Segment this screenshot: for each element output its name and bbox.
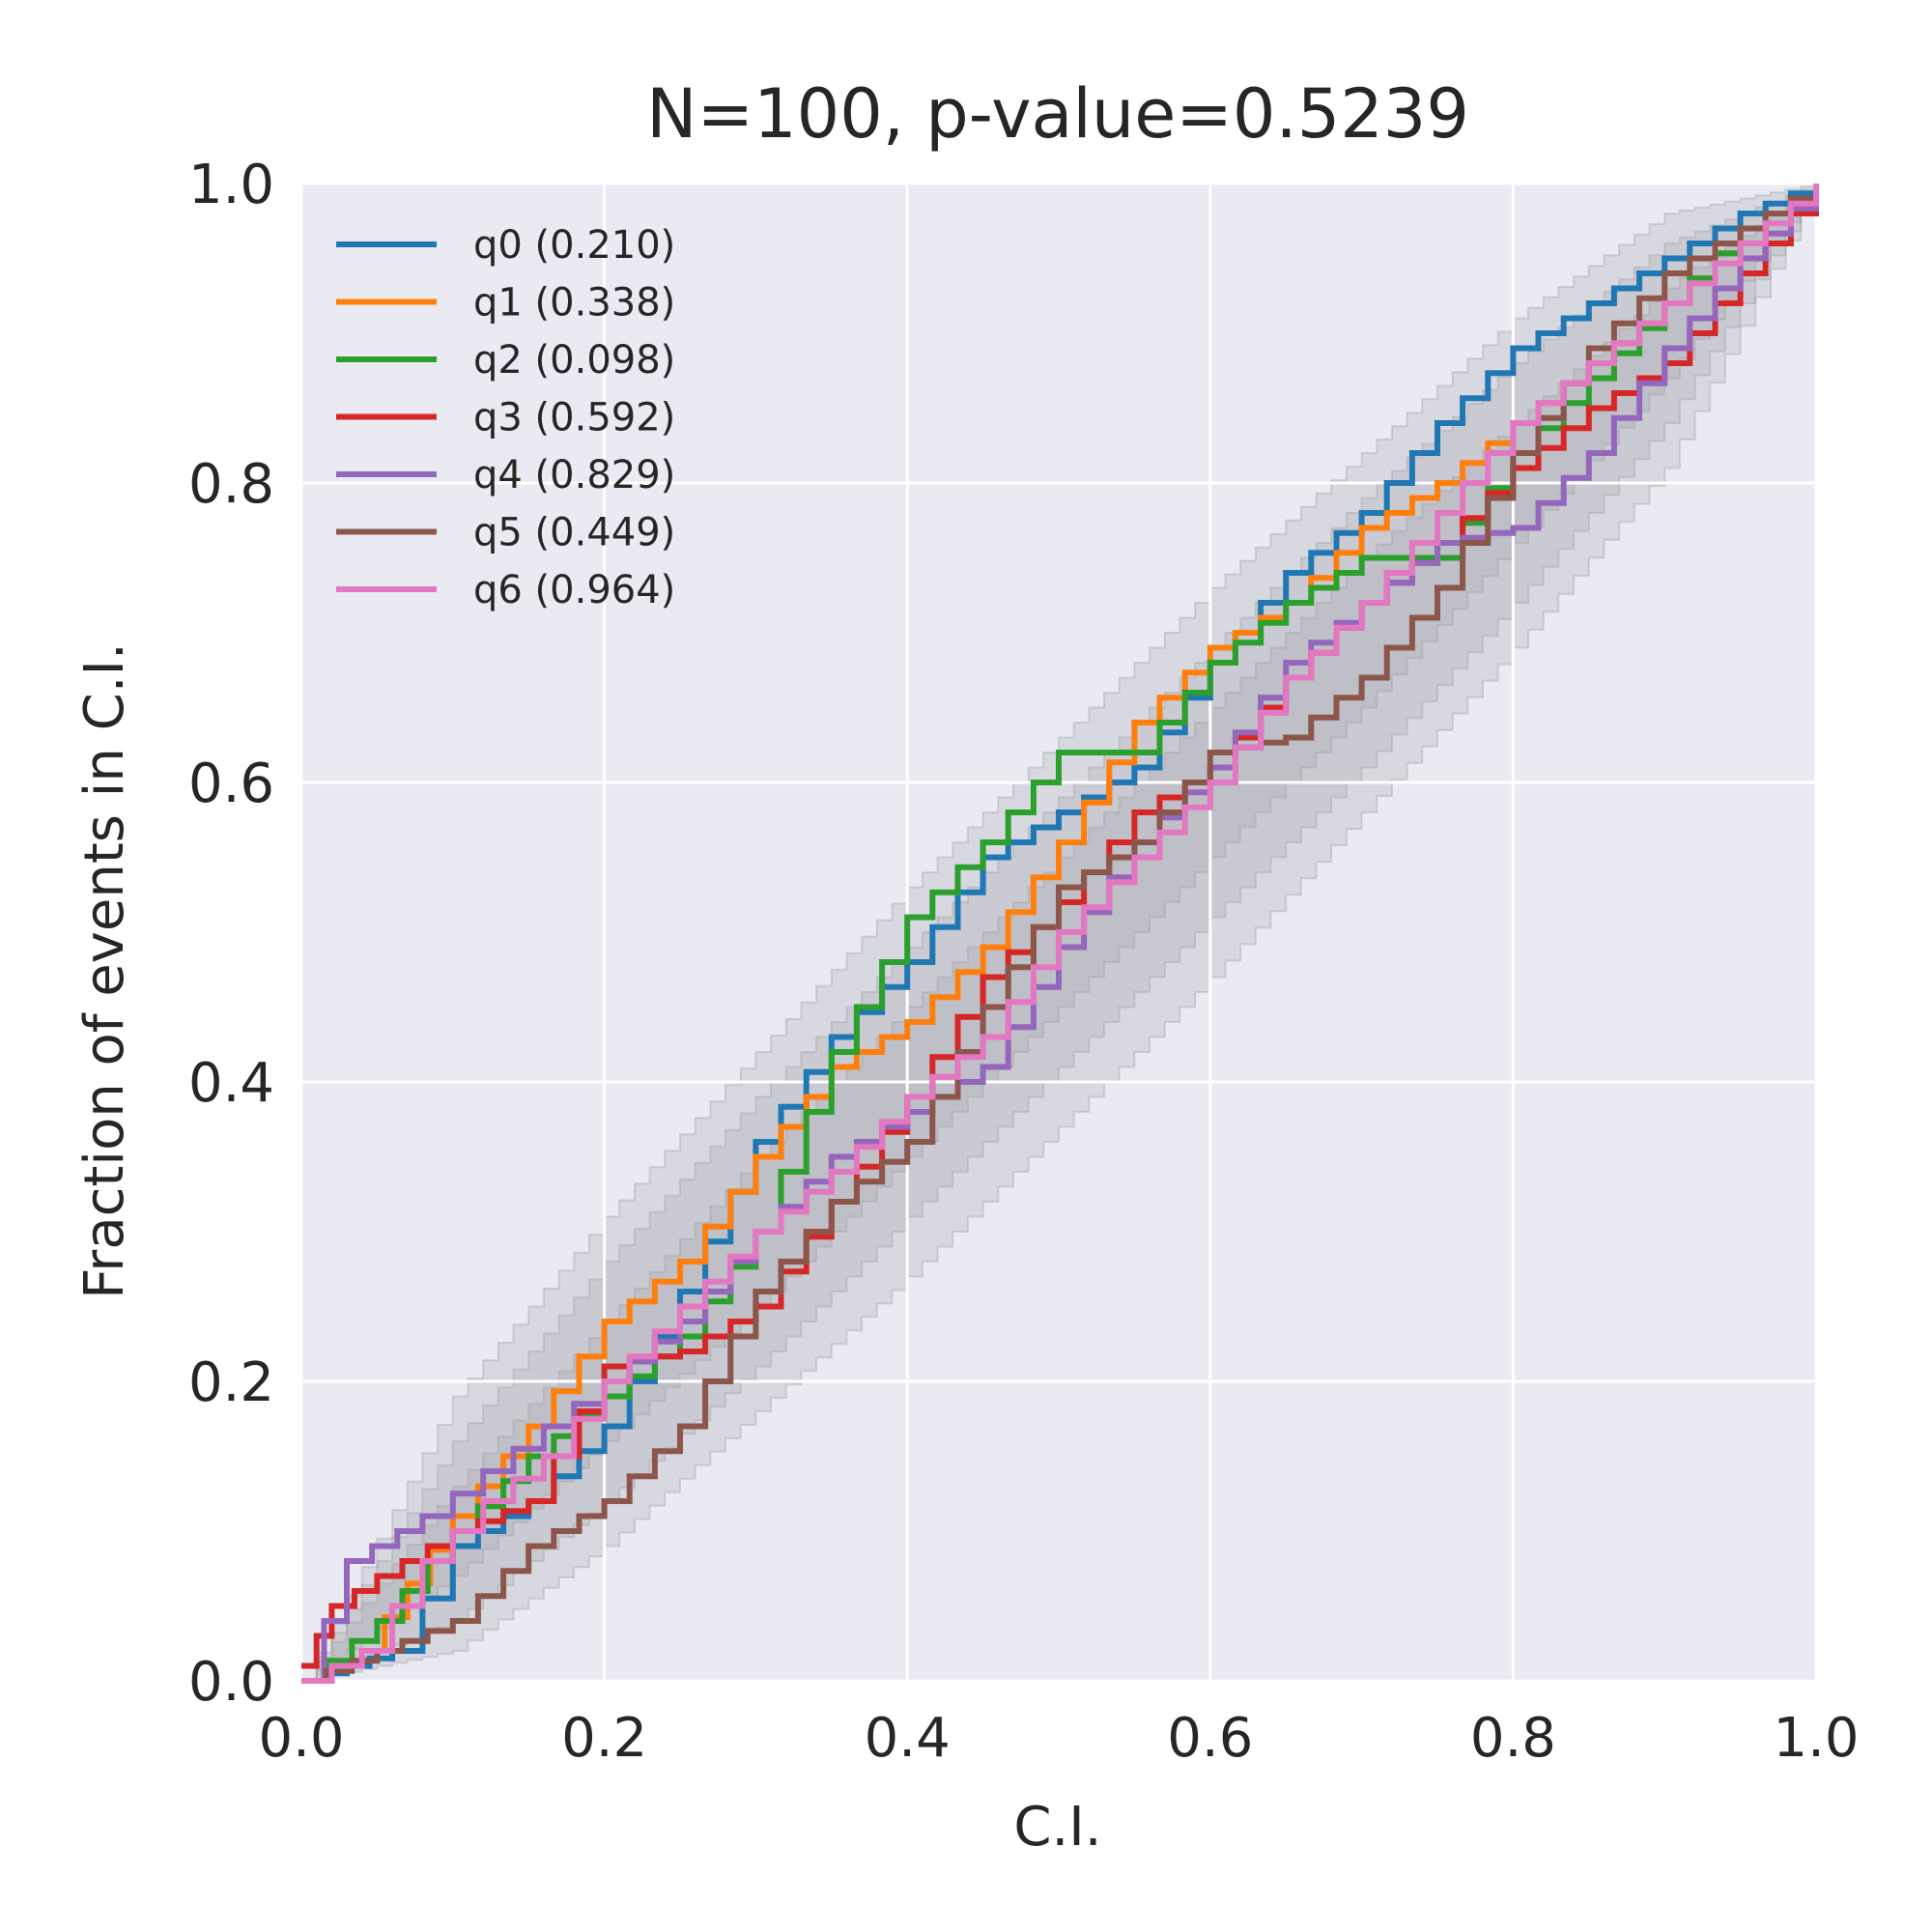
y-tick-label: 0.8: [188, 453, 274, 516]
legend-label-q6: q6 (0.964): [473, 568, 675, 612]
legend-label-q1: q1 (0.338): [473, 281, 675, 326]
legend-label-q2: q2 (0.098): [473, 338, 675, 383]
y-axis-label: Fraction of events in C.I.: [73, 642, 136, 1299]
x-tick-label: 1.0: [1773, 1707, 1859, 1770]
series-lines: [301, 184, 1819, 1684]
x-tick-label: 0.0: [258, 1707, 344, 1770]
legend: q0 (0.210) q1 (0.338) q2 (0.098) q3 (0.592)…: [336, 223, 675, 612]
x-tick-label: 0.6: [1167, 1707, 1253, 1770]
legend-label-q0: q0 (0.210): [473, 223, 675, 268]
x-axis-label: C.I.: [1013, 1796, 1101, 1859]
series-line-q6: [301, 184, 1819, 1684]
legend-label-q5: q5 (0.449): [473, 511, 675, 555]
x-tick-label: 0.4: [865, 1707, 951, 1770]
series-line-q4: [301, 184, 1819, 1684]
legend-label-q3: q3 (0.592): [473, 396, 675, 440]
y-tick-label: 0.6: [188, 753, 274, 815]
x-tick-labels: 0.0 0.2 0.4 0.6 0.8 1.0: [258, 1707, 1859, 1770]
y-tick-label: 0.2: [188, 1351, 274, 1414]
x-tick-label: 0.8: [1470, 1707, 1556, 1770]
y-tick-label: 0.4: [188, 1052, 274, 1115]
y-tick-labels: 0.0 0.2 0.4 0.6 0.8 1.0: [188, 154, 274, 1714]
y-tick-label: 1.0: [188, 154, 274, 216]
legend-label-q4: q4 (0.829): [473, 453, 675, 497]
y-tick-label: 0.0: [188, 1651, 274, 1714]
chart-title: N=100, p-value=0.5239: [646, 74, 1469, 154]
x-tick-label: 0.2: [561, 1707, 647, 1770]
